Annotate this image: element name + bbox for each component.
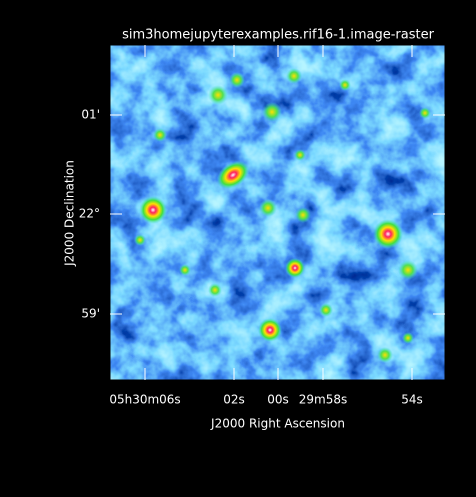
y-tick-label: 22° xyxy=(79,207,100,221)
x-tick-label: 54s xyxy=(401,393,423,407)
x-tick-label: 00s xyxy=(267,393,289,407)
x-tick-label: 02s xyxy=(223,393,245,407)
x-axis-label: J2000 Right Ascension xyxy=(210,417,345,431)
x-tick-label: 29m58s xyxy=(299,393,347,407)
title: sim3homejupyterexamples.rif16-1.image-ra… xyxy=(122,28,435,43)
y-tick-label: 59' xyxy=(81,307,100,321)
y-axis-label: J2000 Declination xyxy=(63,160,77,267)
x-tick-label: 05h30m06s xyxy=(109,393,180,407)
ticks xyxy=(110,45,445,380)
y-tick-label: 01' xyxy=(81,108,100,122)
raster xyxy=(110,45,445,380)
